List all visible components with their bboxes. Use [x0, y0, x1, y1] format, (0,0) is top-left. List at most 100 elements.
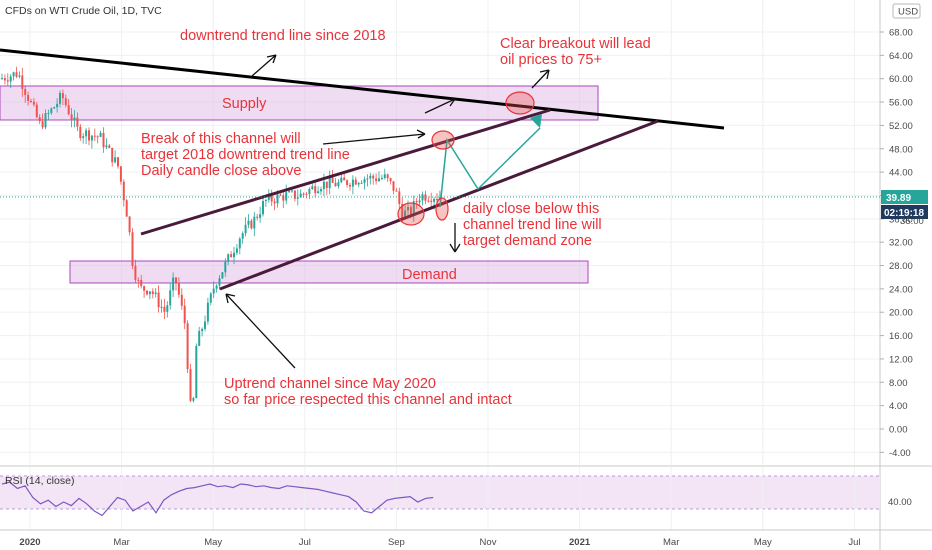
candle-body — [90, 135, 93, 141]
channel-break-label-3: Daily candle close above — [141, 163, 301, 179]
candle-body — [189, 369, 192, 401]
candle-body — [418, 200, 421, 203]
candle-body — [1, 78, 3, 80]
candle-body — [38, 117, 41, 122]
countdown-tag — [881, 205, 928, 219]
candle-body — [317, 191, 320, 194]
candle-body — [320, 189, 322, 192]
daily-close-label-2: channel trend line will — [463, 217, 602, 233]
price-axis-background — [880, 0, 932, 465]
candle-body — [119, 166, 122, 182]
channel-break-circle — [431, 130, 455, 150]
candle-body — [218, 278, 221, 286]
time-label: May — [204, 537, 222, 548]
candle-body — [27, 94, 30, 101]
price-tick-label: 36.00 — [889, 214, 913, 225]
candle-body — [322, 181, 325, 190]
last-price-tag — [881, 190, 928, 204]
candle-body — [305, 193, 308, 195]
candle-body — [288, 190, 291, 193]
candle-body — [296, 197, 299, 199]
candle-body — [70, 114, 73, 121]
candle-body — [430, 200, 433, 202]
candle-body — [172, 277, 175, 291]
price-tick-label: 0.00 — [889, 425, 908, 436]
uptrend-label-1: Uptrend channel since May 2020 — [224, 376, 436, 392]
candle-body — [331, 177, 334, 183]
breakout-circle — [505, 91, 535, 115]
candle-body — [56, 103, 59, 108]
candle-body — [386, 174, 389, 179]
candle-body — [73, 117, 76, 121]
candle-body — [6, 80, 9, 82]
time-label: May — [754, 537, 772, 548]
currency-button[interactable]: USD — [892, 3, 921, 19]
candle-body — [253, 216, 256, 229]
projection-path — [439, 127, 541, 208]
candle-body — [195, 345, 198, 399]
channel-upper-line[interactable] — [140, 108, 551, 236]
supply-label: Supply — [222, 96, 267, 112]
candle-body — [212, 288, 215, 294]
rsi-band — [0, 476, 880, 509]
hidden-tick-36: 36.00 — [900, 216, 924, 227]
candle-body — [175, 277, 177, 283]
breakout-label-2: oil prices to 75+ — [500, 52, 602, 68]
channel-break-label-2: target 2018 downtrend trend line — [141, 147, 350, 163]
candle-body — [346, 180, 349, 185]
candle-body — [206, 302, 209, 322]
candle-body — [302, 193, 305, 195]
price-tick-label: 4.00 — [889, 401, 908, 412]
candle-body — [122, 181, 125, 201]
candle-body — [154, 292, 157, 295]
price-tick-label: 48.00 — [889, 144, 913, 155]
rsi-line — [1, 481, 434, 517]
retest-circle-2 — [435, 197, 449, 221]
candle-body — [125, 200, 128, 217]
candle-body — [146, 290, 148, 295]
candle-body — [247, 220, 250, 225]
candle-body — [299, 193, 302, 198]
price-tick-label: 20.00 — [889, 308, 913, 319]
uptrend-arrow — [225, 293, 296, 369]
candle-body — [24, 88, 27, 95]
candle-body — [96, 136, 99, 138]
symbol-title[interactable]: CFDs on WTI Crude Oil, 1D, TVC — [5, 5, 162, 17]
channel-lower-line[interactable] — [219, 119, 659, 291]
price-tick-label: 64.00 — [889, 51, 913, 62]
price-tick-label: 16.00 — [889, 331, 913, 342]
candle-body — [241, 233, 244, 239]
candle-body — [424, 194, 427, 201]
candle-body — [401, 204, 404, 220]
price-axis-ticks: 68.0064.0060.0056.0052.0048.0044.0040.00… — [880, 28, 913, 459]
price-tick-label: 24.00 — [889, 284, 913, 295]
time-label: 2020 — [19, 537, 40, 548]
candle-body — [412, 201, 415, 215]
demand-zone[interactable] — [69, 260, 589, 284]
channel-break-label-1: Break of this channel will — [141, 131, 301, 147]
candle-body — [131, 232, 134, 266]
candle-body — [363, 179, 366, 183]
candle-body — [244, 224, 247, 234]
price-tick-label: 56.00 — [889, 98, 913, 109]
candle-body — [41, 121, 44, 128]
candle-body — [209, 293, 212, 303]
candle-body — [360, 182, 363, 184]
candle-body — [99, 132, 102, 137]
candle-body — [117, 157, 119, 167]
candle-body — [267, 194, 270, 200]
candle-body — [143, 286, 146, 291]
candle-body — [262, 201, 264, 215]
time-axis-labels: 2020 Mar May Jul Sep Nov 2021 Mar May Jul — [19, 537, 860, 548]
candle-body — [337, 182, 340, 187]
price-tick-label: 44.00 — [889, 168, 913, 179]
rsi-axis-tick: 40.00 — [888, 497, 912, 508]
candle-body — [233, 252, 235, 258]
candle-body — [53, 107, 56, 109]
candle-body — [351, 179, 354, 187]
downtrend-line-2018[interactable] — [0, 48, 725, 130]
candle-body — [328, 177, 331, 189]
candle-body — [398, 191, 401, 205]
candle-body — [369, 175, 372, 179]
